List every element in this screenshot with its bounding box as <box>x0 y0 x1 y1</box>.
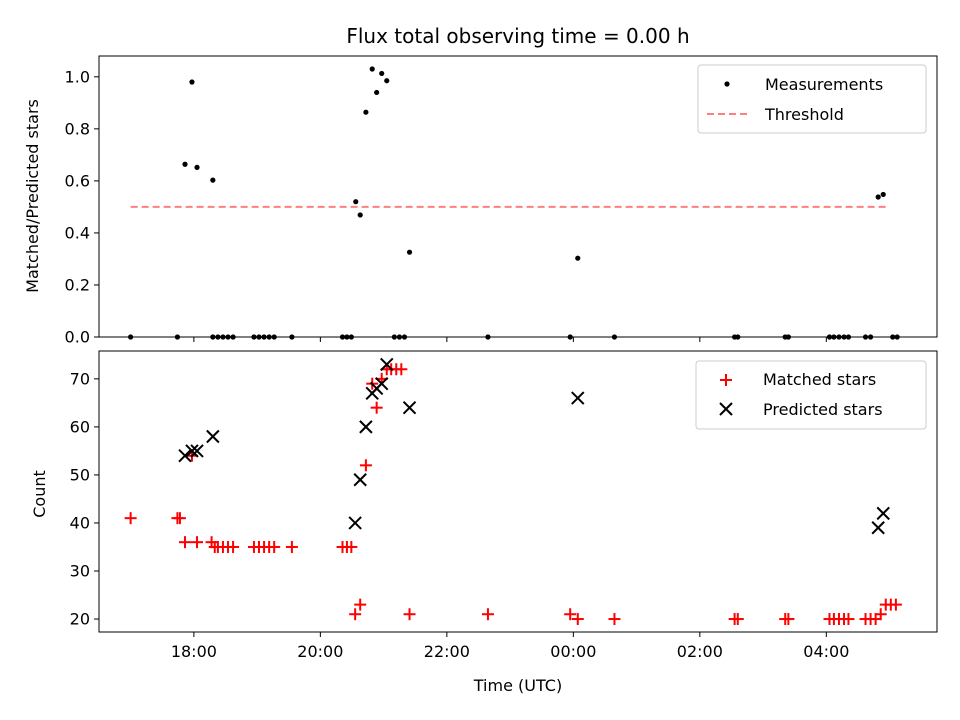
matched-star-point <box>571 613 584 626</box>
matched-star-point <box>608 613 621 626</box>
matched-star-point <box>285 540 298 553</box>
bottom-y-tick-label: 60 <box>70 417 90 436</box>
top-y-tick-label: 0.8 <box>65 119 90 138</box>
top-y-axis-label: Matched/Predicted stars <box>23 99 42 293</box>
matched-star-point <box>395 363 408 376</box>
matched-star-point <box>227 540 240 553</box>
bottom-x-tick-label: 22:00 <box>424 642 470 661</box>
measurement-point <box>182 161 188 167</box>
bottom-axes-frame <box>98 350 938 633</box>
predicted-star-point <box>348 516 362 530</box>
measurement-point <box>357 212 363 218</box>
matched-legend-label: Matched stars <box>763 370 876 389</box>
bottom-x-tick-label: 02:00 <box>677 642 723 661</box>
matched-star-point <box>268 540 281 553</box>
top-legend-box <box>697 64 927 134</box>
threshold-legend-label: Threshold <box>764 105 844 124</box>
predicted-legend-label: Predicted stars <box>763 400 883 419</box>
matched-star-point <box>179 536 192 549</box>
matched-star-point <box>842 613 855 626</box>
predicted-star-point <box>178 449 192 463</box>
predicted-star-point <box>359 420 373 434</box>
measurement-point <box>374 89 380 96</box>
matched-star-point <box>403 608 416 621</box>
measurements-legend-marker <box>724 81 730 87</box>
measurement-point <box>880 191 886 198</box>
measurement-point <box>363 109 369 115</box>
matched-star-point <box>564 608 577 621</box>
top-y-tick-label: 0.4 <box>65 223 90 242</box>
bottom-y-tick-label: 20 <box>70 610 90 629</box>
matched-star-point <box>359 459 372 472</box>
measurement-point <box>575 255 581 261</box>
matched-star-point <box>874 608 887 621</box>
matched-star-point <box>889 598 902 611</box>
x-axis-label: Time (UTC) <box>473 676 562 695</box>
top-plot-area: 0.0 0.2 0.4 0.6 0.8 1.0 <box>65 55 938 347</box>
matched-star-point <box>370 401 383 414</box>
bottom-y-tick-label: 40 <box>70 513 90 532</box>
predicted-star-point <box>876 506 890 521</box>
bottom-y-tick-label: 30 <box>70 561 90 580</box>
predicted-star-point <box>380 357 394 372</box>
chart-title: Flux total observing time = 0.00 h <box>346 24 689 48</box>
bottom-plot-area: 20 30 40 50 60 70 18:00 20:00 22:00 00:00 02:00 04:… <box>70 350 938 661</box>
measurement-point <box>189 79 195 85</box>
matched-star-point <box>481 608 494 621</box>
measurement-point <box>194 164 200 170</box>
measurement-point <box>369 66 375 72</box>
top-y-tick-label: 0.0 <box>65 328 90 347</box>
matched-star-point <box>173 512 186 525</box>
predicted-star-point <box>871 521 885 535</box>
top-y-tick-label: 0.6 <box>65 171 90 190</box>
predicted-star-point <box>353 473 367 487</box>
predicted-legend-marker <box>719 402 733 416</box>
matched-star-point <box>782 613 795 626</box>
matched-star-point <box>731 613 744 626</box>
predicted-star-point <box>185 444 199 458</box>
predicted-star-point <box>206 429 220 444</box>
bottom-legend-box <box>695 360 927 430</box>
measurement-point <box>379 70 385 77</box>
bottom-x-tick-label: 18:00 <box>171 642 217 661</box>
matched-star-point <box>349 608 362 621</box>
predicted-star-point <box>571 391 585 405</box>
bottom-x-tick-label: 00:00 <box>550 642 596 661</box>
matched-star-point <box>124 512 137 525</box>
measurement-point <box>406 249 413 255</box>
measurement-point <box>875 194 881 200</box>
bottom-x-tick-label: 20:00 <box>297 642 343 661</box>
bottom-x-tick-label: 04:00 <box>803 642 849 661</box>
matched-legend-marker <box>720 374 732 386</box>
measurement-point <box>353 199 359 205</box>
bottom-y-axis-label: Count <box>30 470 49 518</box>
bottom-y-tick-label: 50 <box>70 465 90 484</box>
bottom-y-tick-label: 70 <box>70 369 90 388</box>
measurement-point <box>384 78 390 84</box>
predicted-star-point <box>374 376 389 391</box>
top-y-tick-label: 0.2 <box>65 275 90 294</box>
matched-star-point <box>354 598 367 611</box>
predicted-star-point <box>190 444 204 458</box>
bottom-legend: Matched stars Predicted stars <box>695 360 927 430</box>
measurements-legend-label: Measurements <box>765 75 883 94</box>
measurement-point <box>210 177 216 183</box>
top-y-tick-label: 1.0 <box>65 67 90 86</box>
top-legend: Measurements Threshold <box>697 64 927 134</box>
top-axes-frame <box>98 55 938 338</box>
matched-star-point <box>191 536 204 549</box>
matched-star-point <box>345 540 358 553</box>
predicted-star-point <box>402 400 417 415</box>
